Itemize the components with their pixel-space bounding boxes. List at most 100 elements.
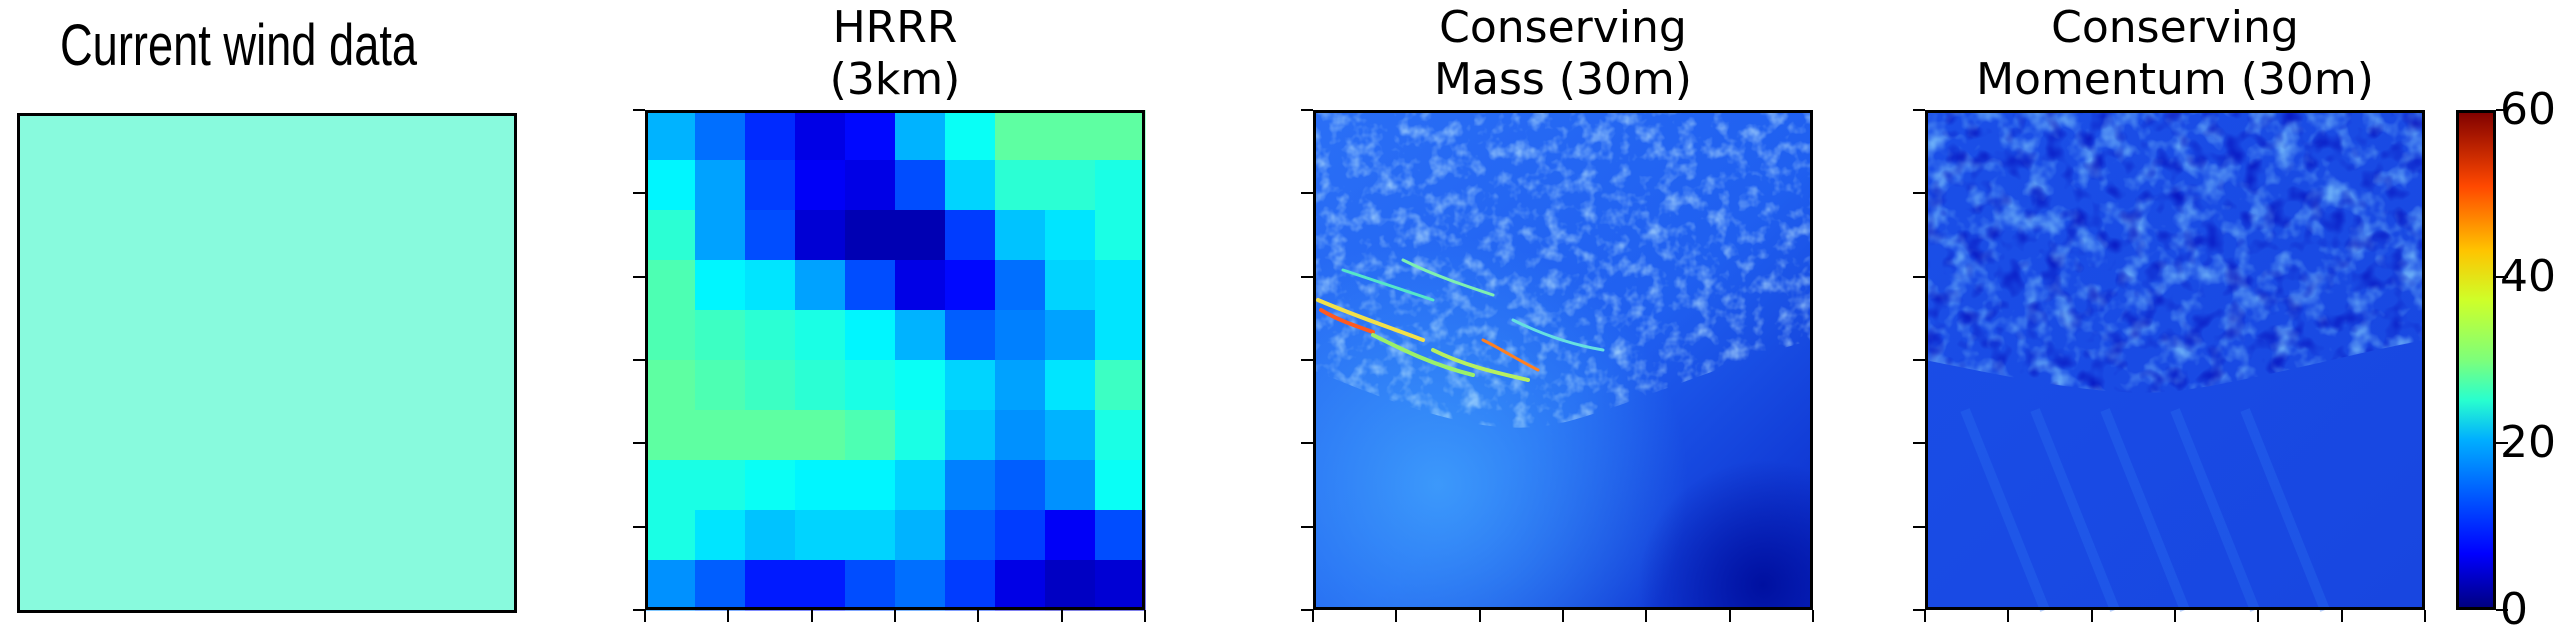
hrrr-cell bbox=[695, 110, 746, 161]
hrrr-cell bbox=[995, 410, 1046, 461]
hrrr-cell bbox=[695, 310, 746, 361]
hrrr-cell bbox=[895, 560, 946, 611]
hrrr-cell bbox=[995, 560, 1046, 611]
hrrr-cell bbox=[945, 210, 996, 261]
hrrr-cell bbox=[745, 160, 796, 211]
hrrr-heatmap bbox=[645, 110, 1146, 611]
hrrr-cell bbox=[745, 210, 796, 261]
hrrr-cell bbox=[745, 410, 796, 461]
x-tick bbox=[1728, 610, 1731, 622]
hrrr-cell bbox=[795, 510, 846, 561]
colorbar-tick-label: 0 bbox=[2500, 584, 2528, 635]
hrrr-cell bbox=[945, 560, 996, 611]
hrrr-cell bbox=[945, 460, 996, 511]
hrrr-cell bbox=[745, 560, 796, 611]
hrrr-cell bbox=[695, 560, 746, 611]
x-tick bbox=[1645, 610, 1648, 622]
y-tick bbox=[1301, 442, 1313, 445]
hrrr-cell bbox=[645, 360, 696, 411]
x-tick bbox=[2257, 610, 2260, 622]
hrrr-cell bbox=[895, 310, 946, 361]
hrrr-cell bbox=[1045, 560, 1096, 611]
hrrr-cell bbox=[1045, 210, 1096, 261]
hrrr-cell bbox=[645, 460, 696, 511]
panel4-title: Conserving Momentum (30m) bbox=[1925, 2, 2425, 106]
hrrr-cell bbox=[945, 360, 996, 411]
y-tick bbox=[633, 109, 645, 111]
panel2-title-line2: (3km) bbox=[829, 54, 961, 105]
y-tick bbox=[1913, 359, 1925, 361]
hrrr-cell bbox=[1095, 160, 1146, 211]
x-tick bbox=[2090, 610, 2093, 622]
hrrr-cell bbox=[845, 410, 896, 461]
hrrr-cell bbox=[1045, 360, 1096, 411]
hrrr-cell bbox=[1095, 210, 1146, 261]
hrrr-cell bbox=[945, 310, 996, 361]
hrrr-cell bbox=[995, 460, 1046, 511]
hrrr-cell bbox=[795, 460, 846, 511]
hrrr-cell bbox=[845, 310, 896, 361]
y-tick bbox=[1913, 609, 1925, 611]
hrrr-cell bbox=[845, 260, 896, 311]
hrrr-cell bbox=[945, 510, 996, 561]
hrrr-cell bbox=[845, 560, 896, 611]
hrrr-cell bbox=[645, 560, 696, 611]
hrrr-cell bbox=[1045, 410, 1096, 461]
hrrr-cell bbox=[645, 510, 696, 561]
hrrr-cell bbox=[945, 160, 996, 211]
y-tick bbox=[1913, 192, 1925, 195]
hrrr-cell bbox=[695, 160, 746, 211]
x-tick bbox=[1478, 610, 1481, 622]
hrrr-cell bbox=[845, 160, 896, 211]
x-tick bbox=[1060, 610, 1063, 622]
hrrr-cell bbox=[895, 160, 946, 211]
hrrr-cell bbox=[645, 110, 696, 161]
hrrr-cell bbox=[895, 110, 946, 161]
x-tick bbox=[2174, 610, 2176, 622]
colorbar-tick bbox=[2496, 109, 2508, 111]
y-tick bbox=[1913, 525, 1925, 528]
x-tick bbox=[727, 610, 730, 622]
hrrr-cell bbox=[1095, 410, 1146, 461]
hrrr-cell bbox=[795, 410, 846, 461]
hrrr-cell bbox=[945, 410, 996, 461]
x-tick bbox=[894, 610, 896, 622]
hrrr-cell bbox=[895, 510, 946, 561]
momentum-heatmap bbox=[1925, 110, 2425, 612]
panel3-title-line1: Conserving bbox=[1439, 2, 1687, 53]
hrrr-cell bbox=[1095, 110, 1146, 161]
x-tick bbox=[810, 610, 813, 622]
y-tick bbox=[633, 609, 645, 611]
x-tick bbox=[1144, 610, 1146, 622]
panel4-title-line1: Conserving bbox=[2051, 2, 2299, 53]
hrrr-cell bbox=[895, 260, 946, 311]
hrrr-cell bbox=[745, 460, 796, 511]
hrrr-cell bbox=[645, 410, 696, 461]
x-tick bbox=[1562, 610, 1564, 622]
y-tick bbox=[633, 442, 645, 445]
hrrr-cell bbox=[1045, 110, 1096, 161]
hrrr-cell bbox=[1045, 160, 1096, 211]
colorbar bbox=[2456, 110, 2496, 610]
hrrr-cell bbox=[1045, 510, 1096, 561]
x-tick bbox=[2340, 610, 2343, 622]
hrrr-cell bbox=[1095, 260, 1146, 311]
mass-heatmap bbox=[1313, 110, 1813, 610]
colorbar-tick-label: 20 bbox=[2500, 417, 2556, 469]
hrrr-cell bbox=[845, 360, 896, 411]
hrrr-cell bbox=[995, 160, 1046, 211]
colorbar-tick bbox=[2496, 609, 2508, 611]
hrrr-cell bbox=[845, 460, 896, 511]
hrrr-frame bbox=[645, 110, 1145, 610]
hrrr-cell bbox=[1095, 460, 1146, 511]
x-tick bbox=[644, 610, 646, 622]
hrrr-cell bbox=[895, 210, 946, 261]
hrrr-cell bbox=[795, 310, 846, 361]
hrrr-cell bbox=[795, 260, 846, 311]
colorbar-gradient bbox=[2456, 110, 2496, 610]
panel3-title: Conserving Mass (30m) bbox=[1313, 2, 1813, 106]
hrrr-cell bbox=[745, 260, 796, 311]
hrrr-cell bbox=[845, 110, 896, 161]
x-tick bbox=[1812, 610, 1814, 622]
panel1-title: Current wind data bbox=[60, 13, 418, 78]
